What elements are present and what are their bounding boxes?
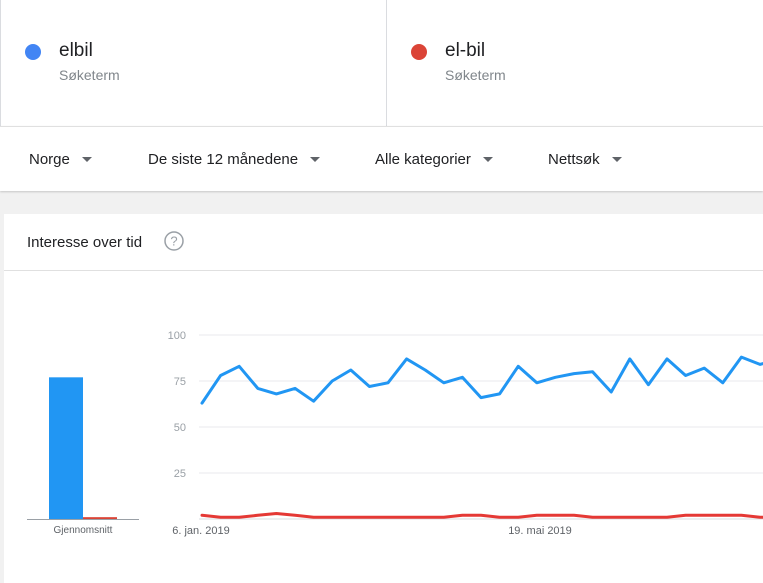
y-tick-label: 25: [174, 468, 186, 480]
term-card-el-bil[interactable]: el-bil Søketerm: [387, 0, 763, 126]
series-lines: [200, 355, 763, 519]
x-axis: 6. jan. 2019 19. mai 2019: [172, 525, 572, 537]
term-name: el-bil: [445, 40, 486, 61]
card-title: Interesse over tid: [27, 234, 143, 251]
interest-chart: 100 75 50 25 Gjennomsnitt 6. jan. 2019 19. m…: [27, 330, 763, 537]
series-line-el-bil: [200, 512, 763, 519]
term-color-dot: [411, 44, 427, 60]
chevron-down-icon: [611, 156, 622, 162]
series-line-elbil: [200, 355, 763, 405]
grid: [199, 334, 763, 520]
y-tick-label: 75: [174, 376, 186, 388]
divider: [4, 270, 763, 271]
average-bar-el-bil: [83, 517, 117, 519]
average-label: Gjennomsnitt: [54, 525, 113, 536]
y-tick-label: 50: [174, 422, 186, 434]
y-axis: 100 75 50 25: [168, 330, 186, 480]
term-color-dot: [25, 44, 41, 60]
y-tick-label: 100: [168, 330, 186, 342]
term-type-label: Søketerm: [445, 67, 506, 83]
category-dropdown[interactable]: Alle kategorier: [375, 127, 493, 191]
x-tick-label: 6. jan. 2019: [172, 525, 230, 537]
chevron-down-icon: [81, 156, 92, 162]
chevron-down-icon: [310, 156, 321, 162]
region-dropdown[interactable]: Norge: [29, 127, 92, 191]
category-label: Alle kategorier: [375, 150, 471, 168]
average-bar-elbil: [49, 377, 83, 519]
chevron-down-icon: [482, 156, 493, 162]
search-type-label: Nettsøk: [548, 150, 600, 168]
period-label: De siste 12 månedene: [148, 150, 299, 168]
term-type-label: Søketerm: [59, 67, 120, 83]
search-type-dropdown[interactable]: Nettsøk: [548, 127, 622, 191]
average-bars: Gjennomsnitt: [27, 377, 139, 536]
period-dropdown[interactable]: De siste 12 månedene: [148, 127, 321, 191]
term-card-elbil[interactable]: elbil Søketerm: [0, 0, 387, 126]
help-icon[interactable]: ?: [164, 231, 184, 251]
term-name: elbil: [59, 40, 93, 61]
filter-bar: Norge De siste 12 månedene Alle kategori…: [0, 126, 763, 191]
svg-text:?: ?: [170, 234, 177, 249]
interest-over-time-card: Interesse over tid ? 100 75 50 25 Gjennomsn…: [4, 214, 763, 583]
search-terms-bar: elbil Søketerm el-bil Søketerm: [0, 0, 763, 126]
region-label: Norge: [29, 150, 70, 168]
x-tick-label: 19. mai 2019: [508, 525, 572, 537]
